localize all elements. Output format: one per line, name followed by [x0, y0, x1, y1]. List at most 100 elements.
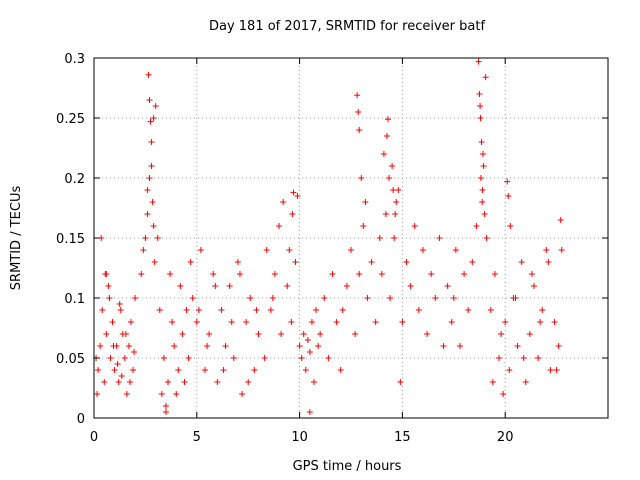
- data-point: [325, 355, 332, 361]
- data-point: [440, 343, 447, 349]
- data-point: [530, 283, 537, 289]
- x-tick-label: 0: [90, 430, 98, 445]
- data-point: [280, 199, 287, 205]
- data-point: [518, 259, 525, 265]
- data-point: [145, 71, 152, 78]
- data-point: [214, 379, 221, 385]
- data-point: [175, 367, 182, 373]
- data-point: [239, 391, 246, 397]
- data-point: [356, 127, 363, 133]
- data-point: [306, 349, 313, 355]
- data-point: [547, 367, 554, 373]
- data-point: [195, 307, 202, 313]
- data-point: [337, 367, 344, 373]
- data-point: [313, 307, 320, 313]
- data-point: [368, 259, 375, 265]
- data-point: [476, 91, 483, 97]
- y-axis-title: SRMTID / TECUs: [9, 186, 24, 291]
- data-point: [376, 235, 383, 241]
- y-tick-label: 0.05: [56, 352, 85, 367]
- data-point: [444, 283, 451, 289]
- data-point: [478, 139, 485, 145]
- data-point: [162, 403, 169, 409]
- y-tick-label: 0.15: [56, 232, 85, 247]
- data-point: [95, 367, 102, 373]
- data-point: [130, 367, 137, 373]
- data-point: [97, 343, 104, 349]
- data-point: [477, 175, 484, 181]
- data-point: [230, 355, 237, 361]
- data-point: [171, 343, 178, 349]
- data-point: [387, 295, 394, 301]
- data-point: [452, 247, 459, 253]
- data-point: [122, 331, 129, 337]
- data-point: [506, 367, 513, 373]
- data-point: [450, 295, 457, 301]
- grid-layer: [94, 58, 608, 418]
- data-point: [253, 307, 260, 313]
- data-point: [415, 307, 422, 313]
- data-point: [294, 193, 301, 199]
- data-point: [372, 319, 379, 325]
- data-point: [169, 319, 176, 325]
- data-point: [131, 349, 138, 355]
- data-point: [286, 247, 293, 253]
- data-point: [358, 175, 365, 181]
- data-point: [403, 259, 410, 265]
- data-point: [162, 409, 169, 415]
- data-point: [94, 391, 101, 397]
- data-point: [142, 235, 149, 241]
- data-point: [390, 187, 397, 193]
- data-point: [150, 115, 157, 121]
- data-point: [149, 199, 156, 205]
- data-point: [526, 331, 533, 337]
- y-tick-label: 0.2: [64, 172, 85, 187]
- data-point: [173, 391, 180, 397]
- data-point: [126, 379, 133, 385]
- data-point: [167, 271, 174, 277]
- data-point: [505, 193, 512, 199]
- data-point: [424, 331, 431, 337]
- data-point: [128, 319, 135, 325]
- data-point: [269, 295, 276, 301]
- data-point: [545, 259, 552, 265]
- data-point: [321, 295, 328, 301]
- data-point: [498, 331, 505, 337]
- data-point: [329, 271, 336, 277]
- data-point: [392, 211, 399, 217]
- data-point: [302, 367, 309, 373]
- data-point: [152, 103, 159, 109]
- data-point: [514, 343, 521, 349]
- data-point: [234, 259, 241, 265]
- data-point: [292, 259, 299, 265]
- data-point: [132, 295, 139, 301]
- data-point: [210, 271, 217, 277]
- data-point: [385, 116, 392, 123]
- data-point: [110, 343, 117, 349]
- data-point: [364, 295, 371, 301]
- data-point: [551, 319, 558, 325]
- data-point: [512, 295, 519, 301]
- data-point: [481, 211, 488, 217]
- data-point: [500, 391, 507, 397]
- data-point: [177, 283, 184, 289]
- data-point: [117, 307, 124, 313]
- data-point: [483, 235, 490, 241]
- data-point: [432, 295, 439, 301]
- data-point: [278, 331, 285, 337]
- x-tick-label: 5: [193, 430, 201, 445]
- chart-title: Day 181 of 2017, SRMTID for receiver bat…: [209, 19, 485, 34]
- data-point: [267, 307, 274, 313]
- data-point: [284, 283, 291, 289]
- data-point: [482, 74, 489, 81]
- data-point: [395, 187, 402, 193]
- data-point: [181, 379, 188, 385]
- data-point: [111, 367, 118, 373]
- data-point: [543, 247, 550, 253]
- data-point: [185, 355, 192, 361]
- data-point: [114, 361, 121, 367]
- data-point: [290, 189, 297, 196]
- data-point: [308, 319, 315, 325]
- data-point: [160, 355, 167, 361]
- data-point: [356, 271, 363, 277]
